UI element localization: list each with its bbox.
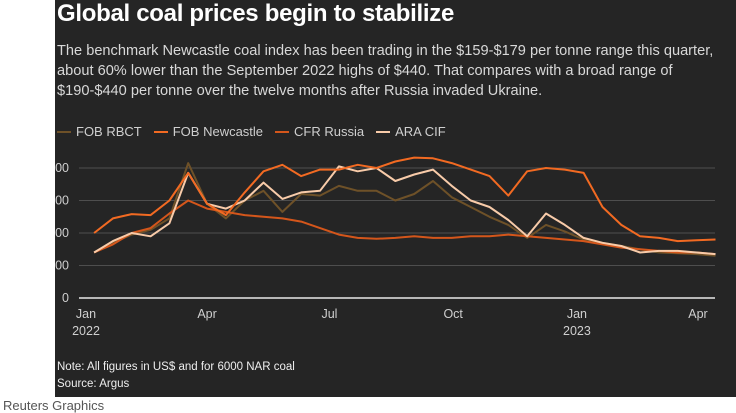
legend-item: FOB Newcastle [153,124,264,139]
x-tick-label: Oct [443,307,463,321]
chart-panel: Global coal prices begin to stabilize Th… [55,0,736,397]
chart-title: Global coal prices begin to stabilize [57,0,454,27]
y-tick-label: 100 [55,259,69,273]
legend-swatch [376,130,391,133]
chart-note: Note: All figures in US$ and for 6000 NA… [57,361,295,373]
credit: Reuters Graphics [3,398,105,413]
legend-label: ARA CIF [395,124,446,139]
chart-source: Source: Argus [57,378,130,390]
legend-swatch [153,130,168,133]
line-chart: 0 100 200 300 400 Jan 2022 Apr Jul Oct Jan 2023 Apr [55,156,716,338]
x-tick-label: Jul [321,307,337,321]
y-tick-label: 300 [55,194,69,208]
x-tick-label: Jan [567,307,587,321]
x-tick-year: 2022 [72,324,100,338]
x-tick-label: Jan [76,307,96,321]
y-tick-label: 400 [55,161,69,175]
chart-subtitle: The benchmark Newcastle coal index has b… [57,43,714,99]
series-line-fob-newcastle [93,156,716,243]
y-tick-label: 200 [55,226,69,240]
series-line-ara-cif [93,165,716,256]
legend-label: CFR Russia [294,124,365,139]
legend-label: FOB RBCT [76,124,142,139]
legend-swatch [57,130,71,133]
y-tick-label: 0 [62,291,69,305]
legend-item: FOB RBCT [57,124,142,139]
legend-swatch [275,130,290,133]
x-tick-label: Apr [197,307,216,321]
x-tick-label: Apr [688,307,707,321]
legend: FOB RBCT FOB Newcastle CFR Russia ARA CIF [57,124,446,139]
legend-item: CFR Russia [275,124,364,139]
legend-item: ARA CIF [376,124,446,139]
legend-label: FOB Newcastle [172,124,264,139]
x-tick-year: 2023 [563,324,591,338]
series-line-cfr-russia [93,199,716,256]
